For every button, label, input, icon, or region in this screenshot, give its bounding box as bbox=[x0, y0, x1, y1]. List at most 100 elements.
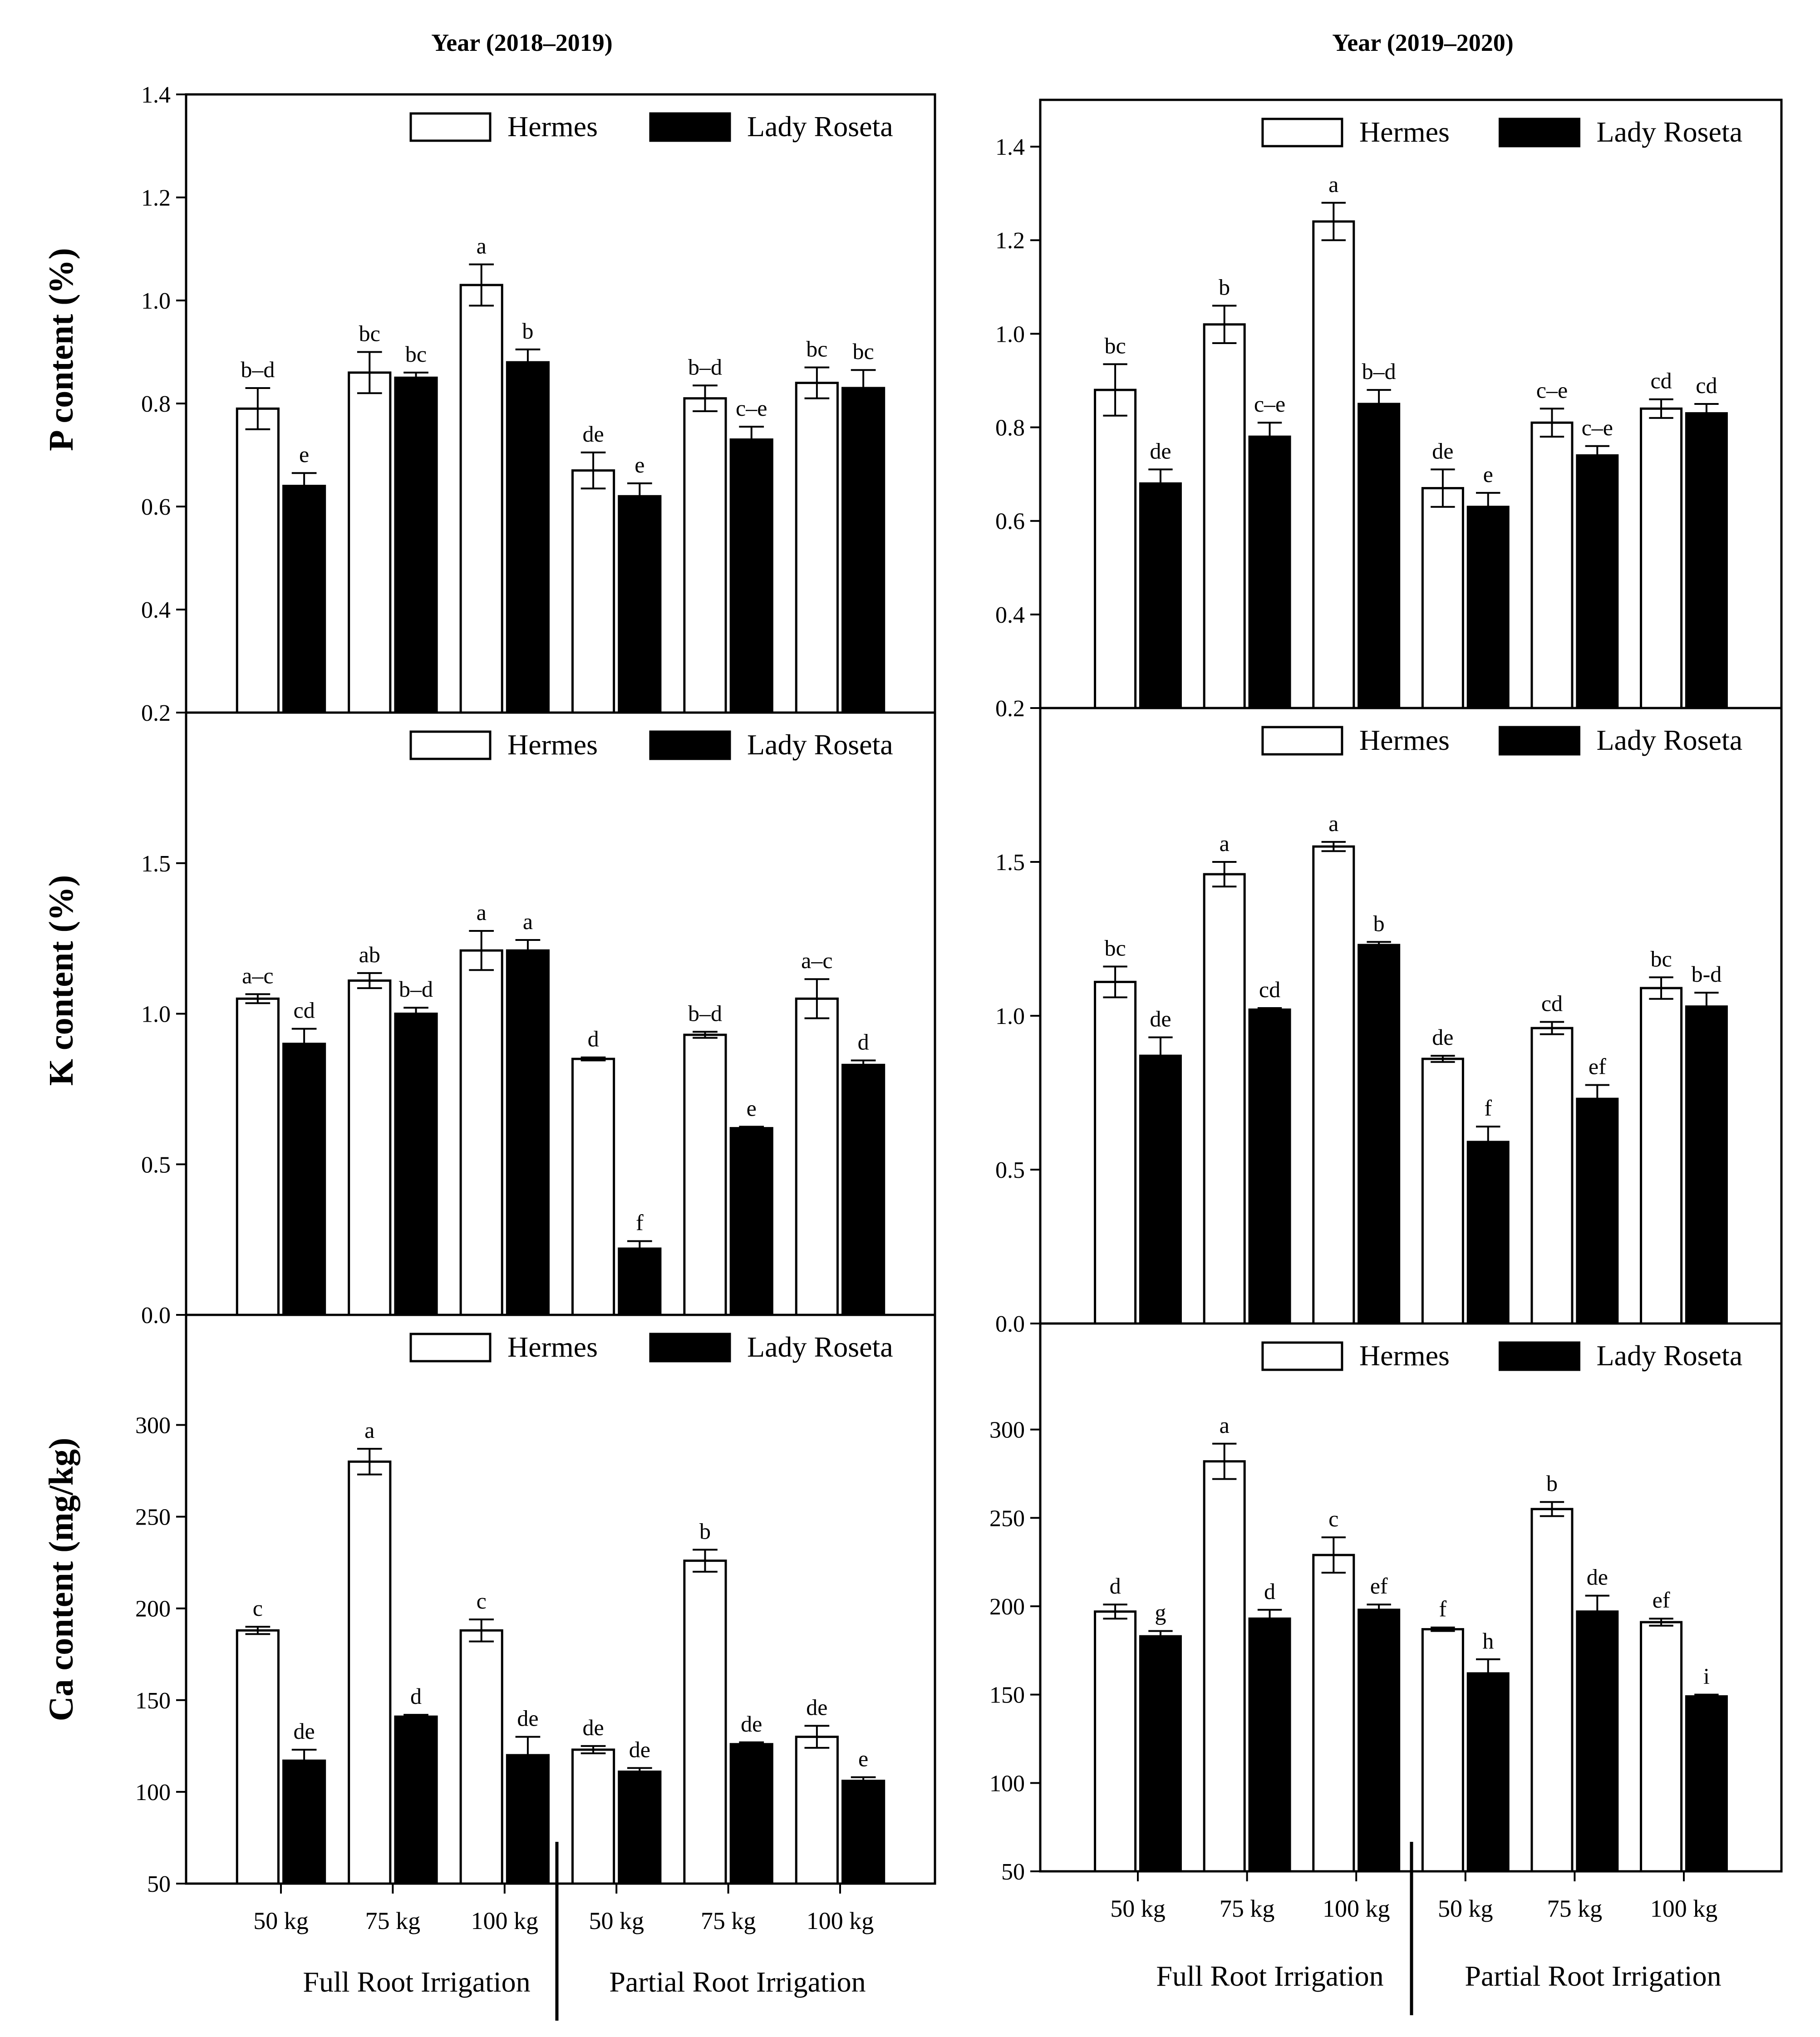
bar-hermes bbox=[1094, 389, 1137, 709]
y-tick-label: 150 bbox=[989, 1683, 1025, 1708]
panel-r0-c1: 0.2 0.4 0.6 0.8 1.0 1.2 1.4 bc de b c–e a b–d de e c–e c… bbox=[995, 98, 1783, 722]
bar-hermes bbox=[571, 1058, 615, 1316]
x-category-label: 75 kg bbox=[1547, 1895, 1603, 1922]
significance-label-lady-roseta: d bbox=[410, 1683, 422, 1709]
bar-hermes bbox=[683, 1033, 727, 1316]
bar-hermes bbox=[459, 949, 503, 1316]
significance-label-lady-roseta: b–d bbox=[1362, 359, 1396, 384]
bar-lady-roseta bbox=[506, 1754, 550, 1885]
y-tick-label: 1.4 bbox=[995, 134, 1025, 160]
y-tick-label: 100 bbox=[135, 1780, 171, 1806]
bar-lady-roseta bbox=[282, 1759, 326, 1885]
panels: 0.20.40.60.81.01.21.4b–debcbcabdeeb–dc–e… bbox=[135, 82, 1783, 1934]
bar-lady-roseta bbox=[1466, 506, 1510, 709]
bar-lady-roseta bbox=[618, 495, 662, 714]
y-tick-label: 1.0 bbox=[141, 1002, 171, 1028]
bar-lady-roseta bbox=[394, 1013, 438, 1316]
y-tick-label: 1.5 bbox=[141, 851, 171, 877]
y-tick-label: 100 bbox=[989, 1771, 1025, 1796]
bar-hermes bbox=[459, 284, 503, 714]
significance-label-hermes: a bbox=[1220, 1412, 1230, 1438]
significance-label-lady-roseta: g bbox=[1155, 1599, 1166, 1625]
panel-r2-c1: 50 100 150 200 250 300 d g 50 kg a d 75 kg c ef 100 kg… bbox=[989, 1322, 1783, 1922]
significance-label-hermes: de bbox=[1432, 1024, 1453, 1050]
significance-label-lady-roseta: de bbox=[741, 1711, 762, 1737]
significance-label-hermes: b–d bbox=[688, 1000, 722, 1026]
significance-label-lady-roseta: cd bbox=[294, 998, 315, 1023]
bar-hermes bbox=[1421, 1058, 1464, 1325]
ylabel-p-content: P content (%) bbox=[42, 248, 80, 451]
bar-hermes bbox=[1640, 407, 1683, 709]
bar-lady-roseta bbox=[729, 1743, 773, 1885]
x-category-label: 100 kg bbox=[471, 1907, 539, 1934]
bar-lady-roseta bbox=[1466, 1141, 1510, 1325]
significance-label-lady-roseta: ef bbox=[1370, 1573, 1388, 1599]
legend-swatch-hermes bbox=[409, 112, 492, 142]
x-category-label: 100 kg bbox=[1650, 1895, 1718, 1922]
significance-label-hermes: c bbox=[1328, 1506, 1338, 1531]
legend-label-hermes: Hermes bbox=[507, 110, 598, 143]
significance-label-hermes: cd bbox=[1541, 991, 1563, 1016]
significance-label-lady-roseta: de bbox=[629, 1737, 650, 1762]
significance-label-lady-roseta: b–d bbox=[399, 976, 433, 1002]
legend-swatch-lady-roseta bbox=[649, 730, 731, 760]
significance-label-hermes: a bbox=[1328, 811, 1338, 836]
y-tick-label: 250 bbox=[135, 1505, 171, 1530]
x-category-label: 50 kg bbox=[589, 1907, 644, 1934]
significance-label-hermes: b–d bbox=[241, 357, 275, 382]
significance-label-hermes: cd bbox=[1650, 368, 1672, 394]
bar-hermes bbox=[1203, 323, 1246, 709]
y-tick-label: 0.0 bbox=[141, 1303, 171, 1328]
bar-lady-roseta bbox=[1358, 403, 1401, 709]
bar-lady-roseta bbox=[1576, 1610, 1619, 1873]
bar-hermes bbox=[1530, 1027, 1574, 1325]
significance-label-hermes: de bbox=[1432, 438, 1453, 463]
bar-lady-roseta bbox=[1576, 454, 1619, 709]
significance-label-lady-roseta: ef bbox=[1589, 1054, 1606, 1079]
bar-hermes bbox=[1530, 1508, 1574, 1873]
bar-hermes bbox=[1312, 845, 1355, 1325]
y-tick-label: 50 bbox=[1001, 1859, 1025, 1885]
legend-swatch-hermes bbox=[409, 730, 492, 760]
significance-label-hermes: a bbox=[364, 1417, 374, 1443]
group-label-partial-left: Partial Root Irrigation bbox=[609, 1966, 866, 1998]
legend-swatch-hermes bbox=[1261, 118, 1343, 148]
bar-hermes bbox=[1421, 1628, 1464, 1873]
y-tick-label: 50 bbox=[147, 1871, 171, 1897]
significance-label-lady-roseta: b bbox=[1373, 910, 1385, 936]
bar-lady-roseta bbox=[1358, 944, 1401, 1325]
legend-label-lady-roseta: Lady Roseta bbox=[747, 1331, 893, 1363]
legend-label-lady-roseta: Lady Roseta bbox=[747, 110, 893, 143]
bar-lady-roseta bbox=[1685, 1005, 1728, 1325]
bar-hermes bbox=[795, 997, 839, 1316]
significance-label-hermes: bc bbox=[806, 336, 827, 362]
significance-label-lady-roseta: e bbox=[299, 442, 309, 467]
significance-label-hermes: bc bbox=[359, 321, 380, 346]
bar-lady-roseta bbox=[1685, 1695, 1728, 1873]
y-tick-label: 300 bbox=[989, 1417, 1025, 1443]
significance-label-lady-roseta: cd bbox=[1259, 977, 1280, 1002]
significance-label-hermes: bc bbox=[1650, 946, 1672, 971]
bar-hermes bbox=[683, 1560, 727, 1885]
y-tick-label: 0.4 bbox=[141, 597, 171, 623]
significance-label-lady-roseta: h bbox=[1482, 1628, 1494, 1653]
legend-label-hermes: Hermes bbox=[507, 1331, 598, 1363]
y-tick-label: 1.0 bbox=[141, 288, 171, 314]
significance-label-lady-roseta: bc bbox=[853, 339, 874, 364]
column-title-2018-2019: Year (2018–2019) bbox=[431, 29, 612, 56]
y-tick-label: 0.5 bbox=[995, 1157, 1025, 1183]
significance-label-lady-roseta: bc bbox=[405, 341, 427, 367]
significance-label-lady-roseta: de bbox=[1587, 1565, 1608, 1590]
significance-label-lady-roseta: i bbox=[1703, 1663, 1710, 1689]
bar-lady-roseta bbox=[1358, 1609, 1401, 1873]
legend-label-hermes: Hermes bbox=[1359, 724, 1450, 756]
significance-label-lady-roseta: a bbox=[523, 909, 533, 934]
bar-lady-roseta bbox=[841, 1780, 885, 1885]
significance-label-hermes: b bbox=[1219, 275, 1230, 300]
significance-label-lady-roseta: c–e bbox=[1254, 391, 1285, 417]
significance-label-lady-roseta: de bbox=[1150, 438, 1171, 463]
significance-label-hermes: a bbox=[477, 900, 487, 925]
bar-lady-roseta bbox=[394, 376, 438, 714]
bar-lady-roseta bbox=[1466, 1672, 1510, 1873]
